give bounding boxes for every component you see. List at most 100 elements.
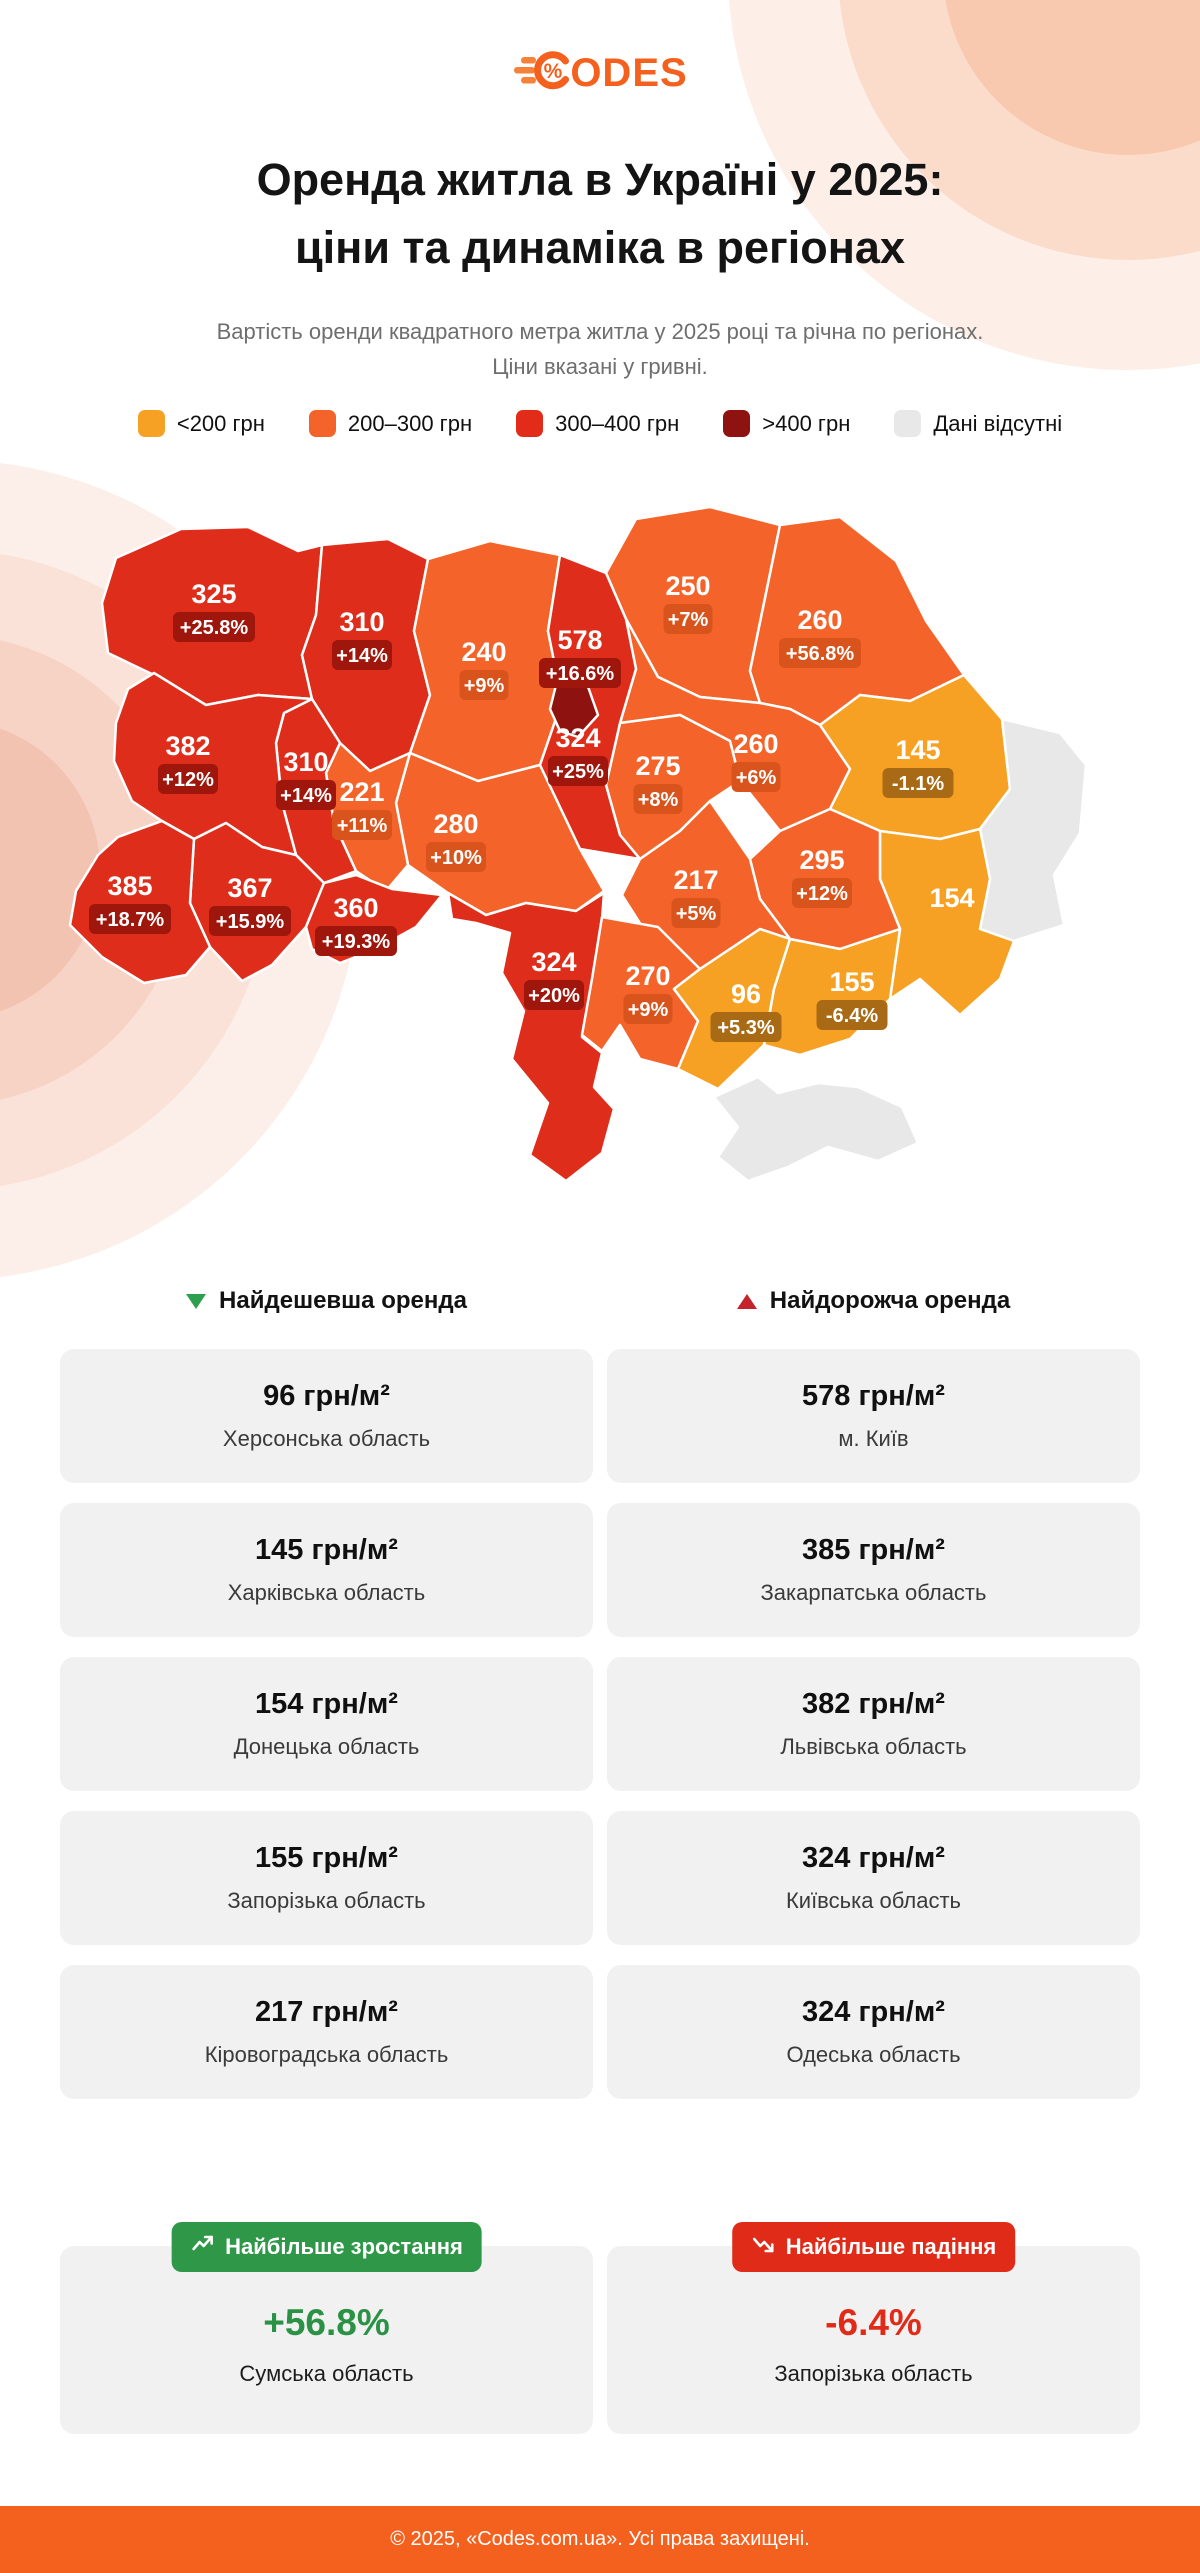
copyright-text: © 2025, «Codes.com.ua». Усі права захище… (390, 2528, 810, 2550)
map-value-rivne: 310 (339, 607, 384, 637)
card-region-label: м. Київ (838, 1426, 909, 1451)
cheapest-card-0: 96 грн/м² Херсонська область (60, 1349, 593, 1483)
map-pct-value-kyiv-obl: +25% (552, 761, 604, 783)
cheapest-header: Найдешевша оренда (60, 1283, 593, 1319)
map-pct-value-khmelnytskyi: +11% (337, 815, 388, 837)
card-region-label: Одеська область (786, 2042, 961, 2067)
region-crimea (712, 1075, 920, 1183)
growth-card: Найбільше зростання +56.8% Сумська облас… (60, 2222, 593, 2434)
map-pct-badge-zaporizhzhia (816, 1000, 888, 1030)
cheapest-cards: 96 грн/м² Херсонська область 145 грн/м² Хар… (60, 1349, 593, 2099)
map-pct-value-cherkasy: +8% (638, 789, 679, 811)
map-pct-badge-zhytomyr (459, 670, 509, 700)
decline-value: -6.4% (825, 2302, 922, 2343)
map-pct-badge-kyiv-city (539, 658, 621, 688)
map-value-zaporizhzhia: 155 (829, 967, 874, 997)
growth-value: +56.8% (263, 2302, 390, 2343)
decline-card: Найбільше падіння -6.4% Запорізька облас… (607, 2222, 1140, 2434)
map-value-odesa: 324 (531, 947, 576, 977)
growth-badge-label: Найбільше зростання (225, 2234, 463, 2259)
card-region-label: Донецька область (233, 1734, 420, 1759)
expensive-header: Найдорожча оренда (607, 1283, 1140, 1319)
cheapest-card-3: 155 грн/м² Запорізька область (60, 1811, 593, 1945)
map-pct-value-chernihiv: +7% (668, 609, 709, 631)
ukraine-map: 325 +25.8% 310 +14% 240 +9% 324 +25% 578 +16.6% 25… (56, 503, 1090, 1207)
legend-swatch-icon (308, 410, 336, 437)
page-title-line1: Оренда житла в Україні у 2025: (256, 154, 944, 205)
map-value-chernihiv: 250 (665, 571, 710, 601)
map-pct-badge-kharkiv (882, 768, 954, 798)
expensive-card-1: 385 грн/м² Закарпатська область (607, 1503, 1140, 1637)
map-pct-badge-kirovohrad (671, 898, 721, 928)
legend-swatch-icon (723, 410, 751, 437)
map-pct-value-sumy: +56.8% (786, 643, 855, 665)
map-pct-value-volyn: +25.8% (180, 617, 249, 639)
page-subtitle-line1: Вартість оренди квадратного метра житла … (216, 319, 984, 344)
map-value-sumy: 260 (797, 605, 842, 635)
map-pct-value-kharkiv: -1.1% (892, 773, 944, 795)
map-pct-badge-kherson (710, 1012, 782, 1042)
cheapest-card-2: 154 грн/м² Донецька область (60, 1657, 593, 1791)
map-pct-value-chernivtsi: +19.3% (322, 931, 391, 953)
map-value-cherkasy: 275 (635, 751, 680, 781)
legend-swatch-icon (137, 410, 165, 437)
map-pct-badge-chernivtsi (315, 926, 397, 956)
page-footer: © 2025, «Codes.com.ua». Усі права захище… (0, 2506, 1200, 2573)
decline-badge-label: Найбільше падіння (785, 2234, 997, 2259)
map-value-kherson: 96 (731, 979, 761, 1009)
map-value-volyn: 325 (191, 579, 236, 609)
card-price-value: 145 грн/м² (255, 1534, 398, 1566)
decline-region: Запорізька область (774, 2361, 973, 2386)
expensive-column: Найдорожча оренда 578 грн/м² м. Київ 385 г… (607, 1283, 1140, 2119)
map-pct-badge-volyn (173, 612, 255, 642)
card-region-label: Харківська область (227, 1580, 426, 1605)
map-value-kharkiv: 145 (895, 735, 940, 765)
card-price-value: 382 грн/м² (802, 1688, 945, 1720)
percent-speed-circle-icon: % (512, 42, 574, 105)
triangle-down-icon (186, 1293, 207, 1309)
growth-badge: Найбільше зростання (171, 2222, 482, 2272)
card-region-label: Запорізька область (227, 1888, 426, 1913)
cheapest-column: Найдешевша оренда 96 грн/м² Херсонська об… (60, 1283, 593, 2119)
legend-item-3: >400 грн (723, 410, 850, 437)
trending-down-icon (751, 2232, 775, 2262)
cheapest-card-4: 217 грн/м² Кіровоградська область (60, 1965, 593, 2099)
triangle-up-icon (736, 1293, 757, 1309)
map-pct-badge-dnipro (792, 878, 852, 908)
map-value-kyiv-city: 578 (557, 625, 602, 655)
map-value-kyiv-obl: 324 (555, 723, 600, 753)
trending-up-icon (190, 2232, 214, 2262)
card-price-value: 155 грн/м² (255, 1842, 398, 1874)
legend-label: 300–400 грн (555, 410, 680, 436)
map-value-kirovohrad: 217 (673, 865, 718, 895)
map-legend: <200 грн 200–300 грн 300–400 грн >400 грн Да… (0, 410, 1200, 437)
map-pct-value-poltava: +6% (736, 767, 777, 789)
page-subtitle: Вартість оренди квадратного метра житла … (0, 314, 1200, 384)
cheapest-card-1: 145 грн/м² Харківська область (60, 1503, 593, 1637)
map-pct-value-kyiv-city: +16.6% (546, 663, 615, 685)
map-pct-badge-lviv (158, 764, 218, 794)
map-value-poltava: 260 (733, 729, 778, 759)
card-region-label: Кіровоградська область (204, 2042, 449, 2067)
map-value-vinnytsia: 280 (433, 809, 478, 839)
map-pct-value-zaporizhzhia: -6.4% (826, 1005, 878, 1027)
map-pct-value-odesa: +20% (528, 985, 580, 1007)
legend-item-1: 200–300 грн (308, 410, 472, 437)
card-region-label: Херсонська область (222, 1426, 431, 1451)
map-pct-badge-poltava (731, 762, 781, 792)
expensive-heading: Найдорожча оренда (769, 1287, 1011, 1314)
card-price-value: 324 грн/м² (802, 1996, 945, 2028)
svg-text:%: % (544, 60, 563, 83)
decline-badge: Найбільше падіння (731, 2222, 1016, 2272)
page-subtitle-line2: Ціни вказані у гривні. (492, 354, 708, 380)
legend-label: <200 грн (176, 410, 265, 436)
map-pct-badge-chernihiv (663, 604, 713, 634)
legend-item-2: 300–400 грн (516, 410, 679, 437)
card-region-label: Київська область (785, 1888, 962, 1913)
map-pct-value-rivne: +14% (336, 645, 388, 667)
legend-label: >400 грн (762, 410, 851, 436)
region-zakarpattia (68, 819, 212, 985)
map-pct-badge-sumy (779, 638, 861, 668)
expensive-card-4: 324 грн/м² Одеська область (607, 1965, 1140, 2099)
